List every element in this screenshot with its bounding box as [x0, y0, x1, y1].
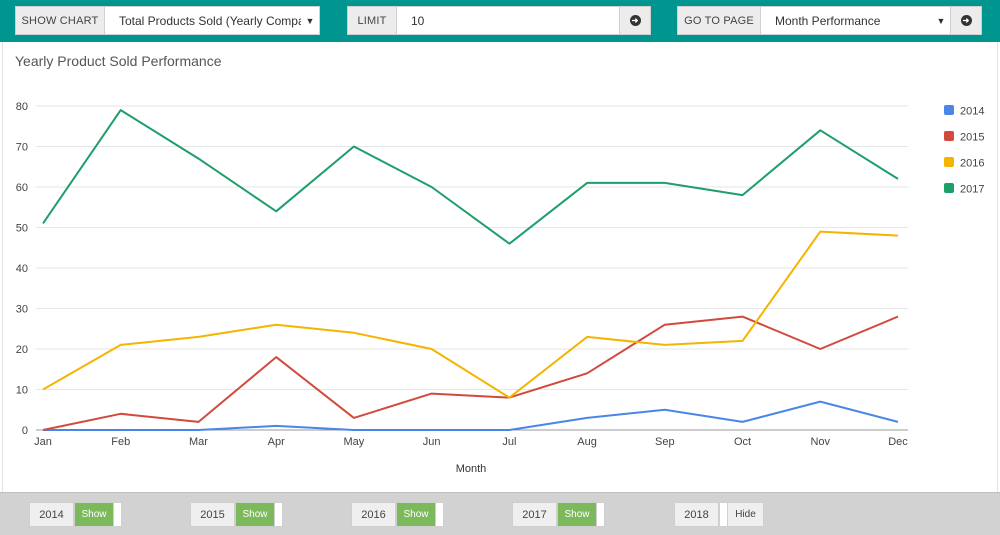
- show-toggle-2015[interactable]: Show: [235, 502, 283, 527]
- chevron-down-icon: ▼: [305, 15, 315, 26]
- show-toggle-2017[interactable]: Show: [557, 502, 605, 527]
- chart-panel: [2, 42, 998, 492]
- show-chart-label: SHOW CHART: [15, 6, 105, 35]
- x-tick-label: Nov: [810, 436, 830, 448]
- limit-go-button[interactable]: ➜: [619, 6, 651, 35]
- x-tick-label: Aug: [577, 436, 597, 448]
- toggle-text: Show: [236, 503, 274, 526]
- arrow-right-circle-icon: ➜: [960, 15, 972, 26]
- series-line-2016: [42, 230, 899, 399]
- x-tick-label: Jan: [34, 436, 52, 448]
- y-tick-label: 80: [16, 101, 28, 113]
- limit-input-value: 10: [411, 13, 425, 28]
- legend-swatch-2015: [944, 131, 954, 141]
- y-tick-label: 10: [16, 385, 28, 397]
- toggle-text: Show: [397, 503, 435, 526]
- legend-label: 2014: [960, 106, 984, 118]
- top-toolbar: SHOW CHART Total Products Sold (Yearly C…: [0, 0, 1000, 42]
- show-toggle-2014[interactable]: Show: [74, 502, 122, 527]
- x-tick-label: May: [344, 436, 365, 448]
- toggle-text: Show: [75, 503, 113, 526]
- legend-label: 2016: [960, 158, 984, 170]
- year-toggle-2016: 2016 Show: [351, 502, 444, 527]
- legend-swatch-2016: [944, 157, 954, 167]
- year-toggle-2017: 2017 Show: [512, 502, 605, 527]
- year-label: 2018: [674, 502, 719, 527]
- y-tick-label: 0: [22, 425, 28, 437]
- show-toggle-2016[interactable]: Show: [396, 502, 444, 527]
- goto-page-label: GO TO PAGE: [677, 6, 761, 35]
- toggle-knob: [596, 503, 604, 526]
- x-tick-label: Mar: [189, 436, 208, 448]
- x-tick-label: Apr: [268, 436, 285, 448]
- y-tick-label: 50: [16, 223, 28, 235]
- year-toggle-2015: 2015 Show: [190, 502, 283, 527]
- chart-select[interactable]: Total Products Sold (Yearly Comparis ▼: [104, 6, 320, 35]
- x-tick-label: Dec: [888, 436, 908, 448]
- hide-toggle-2018[interactable]: Hide: [719, 502, 764, 527]
- year-label: 2014: [29, 502, 74, 527]
- x-axis-title: Month: [456, 463, 487, 475]
- toggle-text: Hide: [728, 503, 763, 526]
- toggle-knob: [720, 503, 728, 526]
- line-chart: 0 10 20 30 40 50 60 70 80 Jan Feb Mar Apr May Jun Jul Au…: [16, 101, 985, 475]
- series-line-2014: [43, 400, 899, 431]
- y-tick-label: 60: [16, 182, 28, 194]
- year-label: 2016: [351, 502, 396, 527]
- x-tick-label: Jun: [423, 436, 441, 448]
- toggle-knob: [274, 503, 282, 526]
- y-tick-label: 40: [16, 263, 28, 275]
- limit-label: LIMIT: [347, 6, 397, 35]
- toggle-text: Show: [558, 503, 596, 526]
- y-tick-label: 30: [16, 304, 28, 316]
- x-tick-label: Sep: [655, 436, 675, 448]
- year-toggle-2014: 2014 Show: [29, 502, 122, 527]
- legend-label: 2015: [960, 132, 984, 144]
- legend-swatch-2017: [944, 183, 954, 193]
- year-label: 2015: [190, 502, 235, 527]
- toggle-knob: [113, 503, 121, 526]
- series-line-2017: [42, 109, 899, 245]
- goto-page-select[interactable]: Month Performance ▼: [760, 6, 951, 35]
- y-tick-label: 20: [16, 344, 28, 356]
- chevron-down-icon: ▼: [936, 15, 946, 26]
- chart-select-value: Total Products Sold (Yearly Comparis: [119, 13, 301, 28]
- chart-title: Yearly Product Sold Performance: [15, 53, 222, 69]
- legend-label: 2017: [960, 184, 984, 196]
- year-label: 2017: [512, 502, 557, 527]
- goto-page-value: Month Performance: [775, 13, 881, 28]
- goto-page-go-button[interactable]: ➜: [950, 6, 982, 35]
- y-tick-label: 70: [16, 142, 28, 154]
- arrow-right-circle-icon: ➜: [629, 15, 641, 26]
- limit-input[interactable]: 10: [396, 6, 620, 35]
- series-toggle-bar: 2014 Show 2015 Show 2016 Show 2017 Show …: [0, 492, 1000, 535]
- x-tick-label: Jul: [502, 436, 516, 448]
- x-tick-label: Oct: [734, 436, 751, 448]
- legend-swatch-2014: [944, 105, 954, 115]
- x-tick-label: Feb: [111, 436, 130, 448]
- year-toggle-2018: 2018 Hide: [674, 502, 764, 527]
- toggle-knob: [435, 503, 443, 526]
